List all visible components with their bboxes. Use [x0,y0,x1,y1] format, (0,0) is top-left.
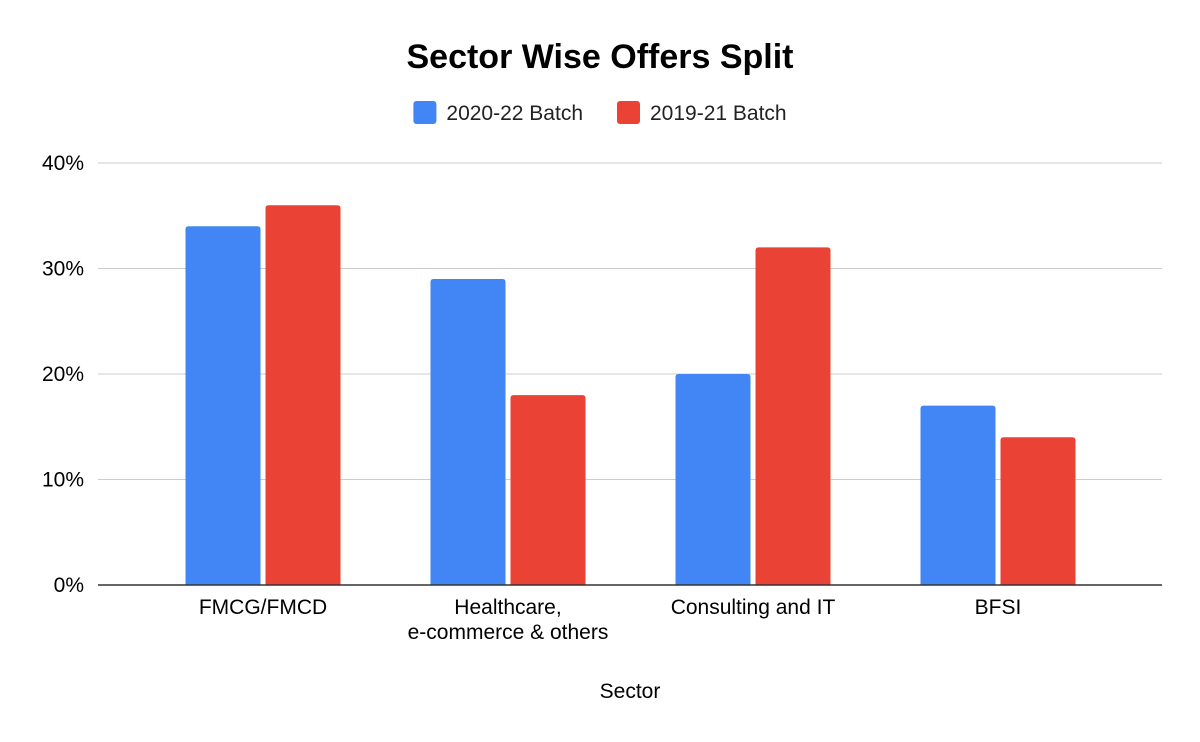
bar-series-2-2 [755,247,831,585]
legend: 2020-22 Batch 2019-21 Batch [413,101,787,125]
x-axis-title: Sector [600,680,661,703]
y-tick-label: 30% [42,258,84,281]
bar-series-1-2 [675,374,751,585]
x-category-label: Healthcare, [454,596,561,619]
y-tick-label: 0% [54,574,84,597]
legend-swatch [617,101,640,124]
legend-label: 2020-22 Batch [446,102,583,125]
x-category-label: Consulting and IT [671,596,836,619]
x-category-label: e-commerce & others [408,621,609,644]
legend-swatch [413,101,437,124]
x-category-label: FMCG/FMCD [199,596,327,619]
y-tick-label: 40% [42,152,84,175]
chart-title: Sector Wise Offers Split [406,38,793,76]
bar-series-2-1 [510,395,586,585]
y-axis-ticks: 0% 10% 20% 30% 40% [42,152,84,597]
x-axis-category-labels: FMCG/FMCD Healthcare,e-commerce & others C… [199,596,1022,644]
bar-series-1-3 [920,405,996,585]
legend-label: 2019-21 Batch [650,102,787,125]
x-category-label: BFSI [975,596,1022,619]
y-tick-label: 10% [42,469,84,492]
bar-series-2-0 [265,205,341,585]
y-tick-label: 20% [42,363,84,386]
bar-series-1-0 [185,226,261,586]
bar-series-2-3 [1000,437,1076,585]
bars [185,205,1076,586]
bar-series-1-1 [430,279,506,585]
